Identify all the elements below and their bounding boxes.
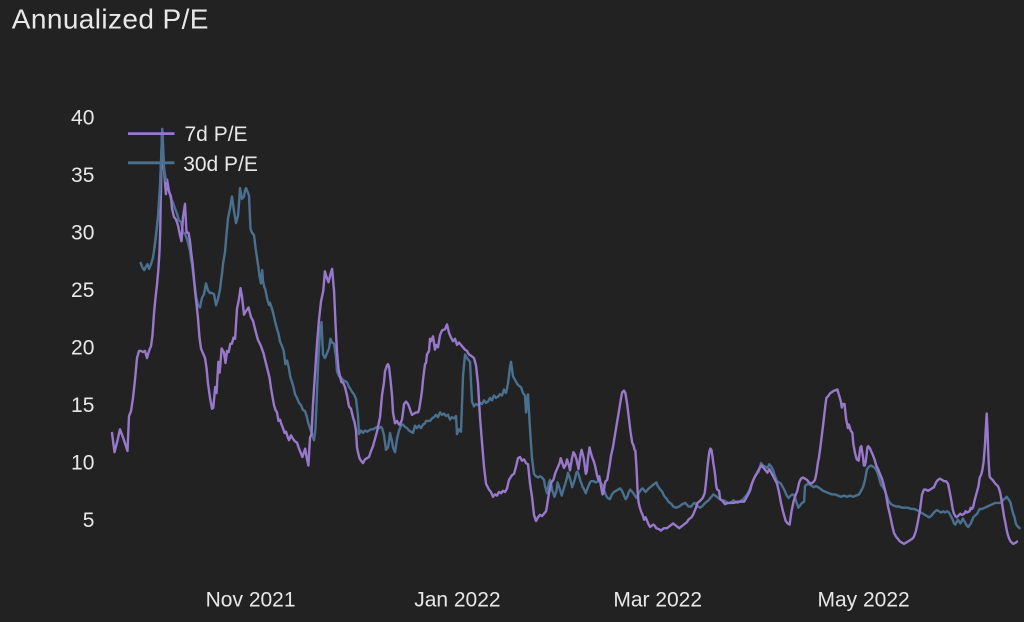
svg-text:15: 15: [71, 394, 94, 417]
svg-text:35: 35: [71, 164, 94, 187]
svg-text:Nov 2021: Nov 2021: [206, 589, 296, 612]
svg-text:5: 5: [83, 509, 95, 532]
svg-text:10: 10: [71, 451, 94, 474]
svg-text:30d P/E: 30d P/E: [183, 153, 258, 176]
svg-text:7d P/E: 7d P/E: [185, 123, 248, 146]
svg-text:May 2022: May 2022: [817, 589, 909, 612]
svg-text:Jan 2022: Jan 2022: [414, 589, 500, 612]
svg-text:Mar 2022: Mar 2022: [613, 589, 702, 612]
svg-text:20: 20: [71, 336, 94, 359]
svg-text:Annualized P/E: Annualized P/E: [12, 4, 209, 35]
svg-text:30: 30: [71, 221, 94, 244]
svg-text:40: 40: [71, 106, 94, 129]
svg-text:25: 25: [71, 279, 94, 302]
